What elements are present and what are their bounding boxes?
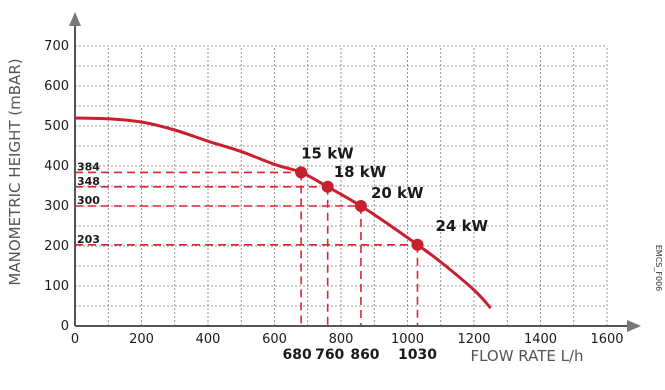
- y-tick-label: 200: [44, 239, 69, 254]
- x-tick-label: 200: [129, 332, 154, 347]
- x-tick-label: 0: [71, 332, 79, 347]
- operating-point-marker: [354, 200, 367, 212]
- y-tick-label: 0: [61, 319, 69, 334]
- operating-point-label: 15 kW: [301, 144, 354, 162]
- operating-point-marker: [411, 238, 424, 251]
- x-tick-label: 600: [262, 332, 287, 347]
- reference-x-label: 1030: [398, 347, 437, 363]
- reference-x-label: 760: [315, 347, 344, 363]
- x-axis-arrow: [627, 320, 641, 332]
- y-axis-arrow: [69, 12, 81, 26]
- x-tick-label: 1200: [457, 332, 490, 347]
- x-axis-title: FLOW RATE L/h: [470, 347, 583, 365]
- operating-point-label: 24 kW: [435, 217, 488, 235]
- reference-lines: 384 680 348 760 300 860 203 1030: [75, 160, 437, 363]
- y-tick-label: 400: [44, 159, 69, 174]
- operating-point-label: 18 kW: [334, 163, 387, 181]
- operating-point-marker: [295, 166, 308, 179]
- operating-point-marker: [321, 180, 334, 193]
- x-tick-label: 1400: [524, 332, 557, 347]
- y-tick-label: 600: [44, 79, 69, 94]
- reference-y-label: 300: [77, 194, 100, 207]
- reference-y-label: 348: [77, 175, 100, 188]
- figure-code: EMCS_F006: [654, 245, 663, 292]
- x-tick-label: 1600: [590, 332, 623, 347]
- reference-y-label: 384: [77, 160, 100, 173]
- pump-curve-line: [74, 116, 492, 310]
- reference-y-label: 203: [77, 233, 100, 246]
- grid: [75, 45, 608, 326]
- pump-curve: [74, 116, 492, 310]
- axes: [69, 12, 641, 332]
- x-tick-label: 800: [329, 332, 354, 347]
- y-tick-label: 500: [44, 119, 69, 134]
- y-tick-label: 300: [44, 199, 69, 214]
- y-axis-title: MANOMETRIC HEIGHT (mBAR): [6, 58, 24, 285]
- tick-labels: 0 200 400 600 800 1000 1200 1400 1600 0 100 200 300 4…: [44, 39, 623, 347]
- operating-point-label: 20 kW: [371, 184, 424, 202]
- reference-x-label: 680: [282, 347, 311, 363]
- y-tick-label: 100: [44, 279, 69, 294]
- x-tick-label: 1000: [391, 332, 424, 347]
- reference-x-label: 860: [350, 347, 379, 363]
- x-tick-label: 400: [196, 332, 221, 347]
- y-tick-label: 700: [44, 39, 69, 54]
